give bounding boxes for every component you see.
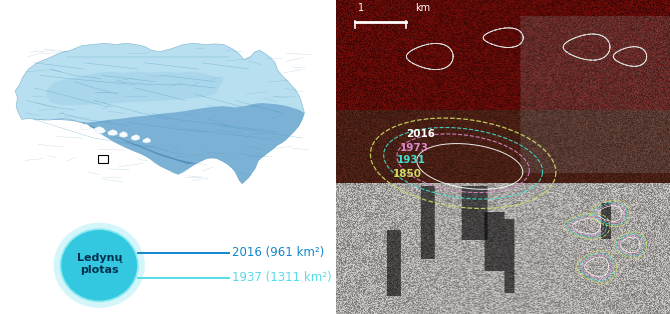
Text: 1: 1 <box>358 3 364 13</box>
Text: 1931: 1931 <box>397 155 425 165</box>
Text: 1850: 1850 <box>393 169 422 179</box>
Text: 2016: 2016 <box>407 129 436 139</box>
Circle shape <box>54 223 145 308</box>
Circle shape <box>60 229 138 301</box>
Text: 1973: 1973 <box>400 143 429 153</box>
Text: km: km <box>415 3 430 13</box>
Polygon shape <box>15 43 304 184</box>
Text: 2016 (961 km²): 2016 (961 km²) <box>232 246 324 259</box>
Polygon shape <box>72 120 197 164</box>
Polygon shape <box>131 134 140 141</box>
Polygon shape <box>119 131 128 138</box>
Polygon shape <box>94 126 106 133</box>
Polygon shape <box>46 72 224 105</box>
Polygon shape <box>143 138 151 143</box>
Text: Ledynų
plotas: Ledynų plotas <box>76 252 122 275</box>
Text: 1937 (1311 km²): 1937 (1311 km²) <box>232 271 332 284</box>
Polygon shape <box>80 124 90 130</box>
Bar <box>98 155 109 163</box>
Polygon shape <box>22 103 304 184</box>
Polygon shape <box>108 129 118 136</box>
